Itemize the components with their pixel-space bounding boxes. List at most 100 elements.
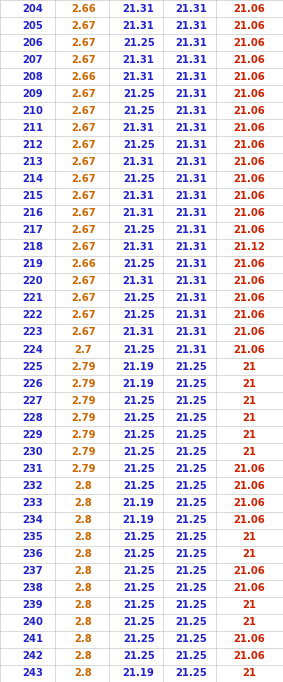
Text: 21.31: 21.31 [175, 174, 207, 184]
Text: 21.31: 21.31 [175, 276, 207, 286]
Text: 208: 208 [22, 72, 43, 82]
Bar [0, 239, 283, 256]
Text: 21.25: 21.25 [123, 89, 155, 99]
Bar [0, 443, 283, 460]
Text: 2.66: 2.66 [71, 259, 96, 269]
Text: 205: 205 [22, 20, 43, 31]
Text: 2.67: 2.67 [71, 140, 96, 150]
Text: 21.31: 21.31 [175, 293, 207, 303]
Text: 2.67: 2.67 [71, 208, 96, 218]
Text: 21.06: 21.06 [233, 464, 265, 474]
Text: 21.25: 21.25 [175, 447, 207, 457]
Text: 2.8: 2.8 [75, 634, 92, 644]
Text: 219: 219 [22, 259, 43, 269]
Text: 220: 220 [22, 276, 43, 286]
Text: 21.31: 21.31 [123, 191, 155, 201]
Text: 21.25: 21.25 [175, 379, 207, 389]
Bar [0, 580, 283, 597]
Text: 21.06: 21.06 [233, 208, 265, 218]
Text: 2.67: 2.67 [71, 242, 96, 252]
Bar [0, 153, 283, 170]
Text: 21.31: 21.31 [175, 157, 207, 167]
Text: 21.31: 21.31 [175, 55, 207, 65]
Bar [0, 665, 283, 682]
Bar [0, 477, 283, 494]
Text: 21: 21 [242, 361, 256, 372]
Text: 21.31: 21.31 [123, 276, 155, 286]
Text: 21.31: 21.31 [175, 20, 207, 31]
Text: 21.25: 21.25 [175, 361, 207, 372]
Text: 21.25: 21.25 [175, 464, 207, 474]
Text: 21.31: 21.31 [175, 140, 207, 150]
Text: 21.25: 21.25 [175, 617, 207, 627]
Bar [0, 614, 283, 631]
Text: 2.79: 2.79 [71, 464, 96, 474]
Text: 21.25: 21.25 [123, 600, 155, 610]
Text: 21.25: 21.25 [175, 430, 207, 440]
Text: 21.25: 21.25 [123, 310, 155, 321]
Text: 242: 242 [22, 651, 43, 662]
Text: 21.31: 21.31 [175, 191, 207, 201]
Text: 21.31: 21.31 [175, 242, 207, 252]
Text: 21.25: 21.25 [123, 413, 155, 423]
Text: 21.31: 21.31 [123, 157, 155, 167]
Text: 21.06: 21.06 [233, 72, 265, 82]
Bar [0, 136, 283, 153]
Text: 21.31: 21.31 [123, 123, 155, 133]
Text: 2.67: 2.67 [71, 310, 96, 321]
Text: 218: 218 [22, 242, 43, 252]
Text: 21: 21 [242, 447, 256, 457]
Bar [0, 119, 283, 136]
Text: 21.25: 21.25 [123, 651, 155, 662]
Text: 210: 210 [22, 106, 43, 116]
Text: 214: 214 [22, 174, 43, 184]
Text: 21.19: 21.19 [123, 498, 155, 508]
Text: 2.67: 2.67 [71, 191, 96, 201]
Text: 21.31: 21.31 [175, 89, 207, 99]
Text: 243: 243 [22, 668, 43, 679]
Text: 21.12: 21.12 [233, 242, 265, 252]
Text: 21: 21 [242, 413, 256, 423]
Bar [0, 307, 283, 324]
Text: 2.67: 2.67 [71, 276, 96, 286]
Bar [0, 51, 283, 68]
Bar [0, 631, 283, 648]
Text: 21.06: 21.06 [233, 651, 265, 662]
Text: 227: 227 [22, 396, 43, 406]
Text: 2.79: 2.79 [71, 430, 96, 440]
Text: 21.25: 21.25 [175, 515, 207, 525]
Text: 21.31: 21.31 [123, 242, 155, 252]
Text: 2.79: 2.79 [71, 396, 96, 406]
Bar [0, 68, 283, 85]
Bar [0, 205, 283, 222]
Text: 21.25: 21.25 [123, 225, 155, 235]
Text: 21.19: 21.19 [123, 668, 155, 679]
Text: 21.06: 21.06 [233, 191, 265, 201]
Text: 21.06: 21.06 [233, 20, 265, 31]
Text: 21.06: 21.06 [233, 515, 265, 525]
Text: 2.79: 2.79 [71, 361, 96, 372]
Bar [0, 170, 283, 188]
Text: 21.19: 21.19 [123, 379, 155, 389]
Text: 21.31: 21.31 [175, 72, 207, 82]
Text: 21.31: 21.31 [175, 310, 207, 321]
Bar [0, 597, 283, 614]
Text: 21.31: 21.31 [123, 327, 155, 338]
Text: 2.67: 2.67 [71, 20, 96, 31]
Text: 2.8: 2.8 [75, 600, 92, 610]
Bar [0, 341, 283, 358]
Bar [0, 290, 283, 307]
Bar [0, 273, 283, 290]
Text: 21.31: 21.31 [175, 225, 207, 235]
Text: 21.06: 21.06 [233, 259, 265, 269]
Text: 2.8: 2.8 [75, 566, 92, 576]
Text: 2.8: 2.8 [75, 583, 92, 593]
Bar [0, 358, 283, 375]
Text: 21.06: 21.06 [233, 38, 265, 48]
Text: 21.25: 21.25 [123, 566, 155, 576]
Text: 21.25: 21.25 [123, 344, 155, 355]
Text: 21.25: 21.25 [175, 549, 207, 559]
Text: 211: 211 [22, 123, 43, 133]
Text: 2.67: 2.67 [71, 123, 96, 133]
Text: 236: 236 [22, 549, 43, 559]
